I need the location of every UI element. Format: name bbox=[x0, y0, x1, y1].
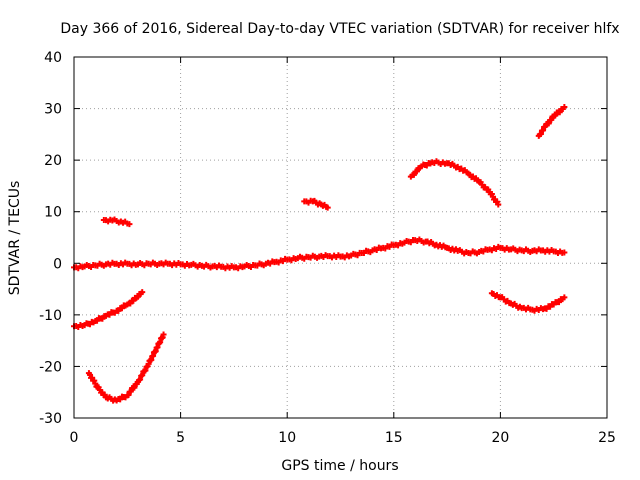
y-tick-label: -20 bbox=[39, 359, 62, 375]
data-point-trail bbox=[552, 105, 566, 119]
y-axis-label: SDTVAR / TECUs bbox=[7, 181, 23, 296]
data-point bbox=[495, 201, 502, 208]
data-point-trail bbox=[466, 171, 481, 184]
y-tick-label: 0 bbox=[53, 256, 62, 272]
series-arc-main bbox=[71, 236, 568, 272]
data-point bbox=[160, 331, 167, 338]
x-tick-label: 10 bbox=[278, 430, 296, 446]
data-point-trail bbox=[509, 300, 523, 311]
data-point-trail bbox=[420, 159, 434, 169]
y-tick-label: 20 bbox=[44, 153, 62, 169]
data-point-trail bbox=[115, 393, 129, 403]
data-point-trail bbox=[303, 197, 314, 206]
data-point-trail bbox=[111, 216, 122, 226]
chart-title: Day 366 of 2016, Sidereal Day-to-day VTE… bbox=[60, 21, 619, 37]
plot-frame bbox=[73, 56, 608, 419]
x-tick-label: 0 bbox=[70, 430, 79, 446]
x-axis-label: GPS time / hours bbox=[281, 458, 398, 474]
y-tick-label: 30 bbox=[44, 102, 62, 118]
data-point-trail bbox=[319, 201, 330, 210]
series-arc-evening-lower bbox=[488, 290, 568, 314]
data-point-trail bbox=[222, 263, 235, 272]
data-point bbox=[126, 221, 133, 228]
series-arc-noon bbox=[301, 197, 331, 211]
data-point-trail bbox=[467, 248, 480, 257]
data-point-trail bbox=[147, 259, 161, 269]
data-point-trail bbox=[115, 302, 129, 314]
data-point-trail bbox=[456, 247, 470, 257]
series-arc-evening-upper bbox=[407, 158, 502, 208]
series-arc-early-mid bbox=[71, 289, 146, 330]
data-point-trail bbox=[104, 394, 118, 404]
series-arc-late bbox=[535, 104, 568, 139]
data-points bbox=[71, 104, 568, 404]
data-point-trail bbox=[120, 218, 131, 227]
data-point-trail bbox=[83, 318, 97, 328]
data-point bbox=[561, 294, 568, 301]
data-point-trail bbox=[136, 290, 144, 298]
data-point-trail bbox=[146, 340, 162, 364]
data-point-trail bbox=[531, 305, 544, 314]
series-arc-early-low bbox=[85, 331, 167, 404]
y-tick-label: -10 bbox=[39, 308, 62, 324]
data-point-trail bbox=[125, 294, 140, 307]
data-point-trail bbox=[477, 179, 492, 193]
y-tick-label: -30 bbox=[39, 411, 62, 427]
axis-ticks: 0 5 10 15 20 25 -30 -20 -10 0 10 20 30 40 bbox=[39, 50, 616, 446]
data-point-trail bbox=[104, 309, 118, 318]
data-point-trail bbox=[201, 261, 214, 271]
data-point-trail bbox=[136, 363, 151, 384]
data-point-trail bbox=[95, 384, 108, 399]
data-point-trail bbox=[487, 191, 501, 205]
data-point-trail bbox=[328, 252, 342, 261]
data-point-trail bbox=[254, 260, 267, 269]
data-point-trail bbox=[392, 240, 406, 249]
x-tick-label: 15 bbox=[385, 430, 403, 446]
data-point-trail bbox=[311, 197, 323, 208]
data-point-trail bbox=[102, 216, 114, 225]
data-point-trail bbox=[169, 260, 182, 269]
x-tick-label: 25 bbox=[598, 430, 616, 446]
data-point bbox=[139, 289, 146, 296]
data-point-trail bbox=[360, 247, 374, 257]
data-point-trail bbox=[409, 164, 423, 179]
data-point-trail bbox=[125, 380, 140, 399]
data-point bbox=[324, 204, 331, 211]
data-point-trail bbox=[94, 260, 107, 269]
data-point-trail bbox=[115, 259, 129, 269]
grid bbox=[74, 57, 607, 418]
y-tick-label: 10 bbox=[44, 205, 62, 221]
data-point-trail bbox=[542, 247, 555, 255]
y-tick-label: 40 bbox=[44, 50, 62, 66]
series-arc-early-upper bbox=[100, 216, 133, 228]
data-point-trail bbox=[456, 165, 470, 176]
data-point bbox=[561, 249, 568, 256]
data-point-trail bbox=[307, 252, 321, 261]
data-point-trail bbox=[552, 296, 566, 306]
x-tick-label: 20 bbox=[491, 430, 509, 446]
data-point-trail bbox=[520, 246, 534, 256]
data-point-trail bbox=[445, 245, 459, 254]
data-point bbox=[561, 104, 568, 111]
x-tick-label: 5 bbox=[176, 430, 185, 446]
